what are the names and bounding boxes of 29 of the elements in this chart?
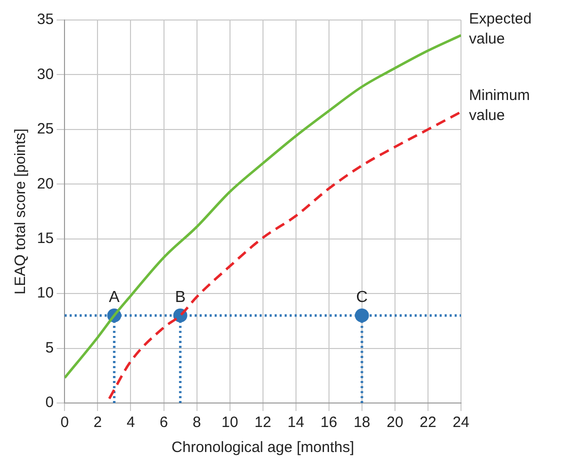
x-axis-title: Chronological age [months] [172, 439, 354, 456]
y-tick-label: 30 [36, 66, 54, 83]
series-label: Minimum value [469, 87, 530, 124]
x-tick-label: 22 [420, 414, 436, 432]
x-tick-label: 24 [452, 414, 470, 432]
x-tick-label: 0 [60, 414, 69, 432]
y-tick-label: 25 [36, 120, 54, 138]
x-tick-label: 2 [94, 414, 102, 432]
x-tick-label: 8 [192, 414, 201, 432]
y-axis-title: LEAQ total score [points] [12, 128, 30, 294]
x-tick-label: 10 [221, 414, 238, 432]
x-tick-label: 14 [288, 414, 304, 432]
x-tick-label: 18 [354, 414, 370, 432]
x-tick-label: 6 [160, 414, 168, 432]
x-tick-label: 16 [320, 414, 338, 432]
annotation: C [356, 288, 368, 306]
x-tick-label: 4 [126, 414, 135, 432]
x-tick-label: 20 [386, 414, 404, 432]
y-tick-label: 5 [45, 339, 54, 356]
annotation: A [108, 288, 120, 306]
annotation: B [174, 288, 186, 306]
series-label: Expected value [469, 10, 532, 48]
line-series [108, 110, 461, 400]
y-tick-label: 20 [36, 175, 54, 192]
y-tick-label: 10 [36, 284, 54, 302]
x-tick-label: 12 [254, 414, 272, 432]
y-tick-label: 15 [36, 230, 54, 247]
y-tick-label: 35 [36, 11, 54, 28]
y-tick-label: 0 [45, 394, 54, 412]
